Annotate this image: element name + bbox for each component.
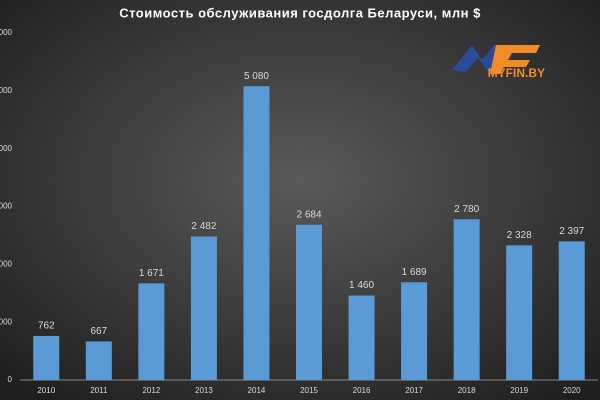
bar — [85, 341, 112, 380]
value-label: 1 460 — [349, 280, 374, 291]
x-tick-label: 2012 — [142, 386, 160, 395]
y-tick-label: 0 — [8, 375, 13, 384]
y-tick-label: 2 000 — [0, 259, 13, 268]
x-tick-label: 2010 — [37, 386, 55, 395]
y-tick-label: 6 000 — [0, 28, 13, 37]
bar — [33, 335, 60, 380]
value-label: 1 671 — [139, 268, 164, 279]
x-tick-label: 2014 — [248, 386, 266, 395]
logo-mark — [452, 45, 508, 72]
logo: MYFIN.BY — [452, 45, 545, 80]
value-label: 667 — [90, 326, 107, 337]
bar — [453, 219, 480, 380]
x-tick-label: 2019 — [510, 386, 528, 395]
bar — [348, 295, 375, 380]
value-label: 5 080 — [244, 71, 269, 82]
value-label: 1 689 — [402, 267, 427, 278]
value-label: 2 328 — [507, 230, 532, 241]
x-tick-label: 2013 — [195, 386, 213, 395]
x-tick-label: 2011 — [90, 386, 108, 395]
value-label: 2 780 — [454, 204, 479, 215]
bar — [296, 224, 322, 380]
value-label: 2 684 — [296, 209, 321, 220]
x-tick-label: 2018 — [458, 386, 476, 395]
value-label: 2 482 — [191, 221, 216, 232]
bar — [506, 245, 533, 380]
logo-text: MYFIN.BY — [488, 66, 545, 80]
y-tick-label: 1 000 — [0, 317, 13, 326]
y-tick-label: 4 000 — [0, 144, 13, 153]
y-tick-label: 5 000 — [0, 86, 13, 95]
x-tick-label: 2016 — [353, 386, 371, 395]
bar — [401, 282, 428, 380]
logo-mark — [490, 45, 540, 74]
bar — [190, 236, 217, 380]
value-label: 762 — [38, 321, 55, 332]
x-tick-label: 2015 — [300, 386, 318, 395]
bar — [138, 283, 165, 380]
x-tick-label: 2017 — [405, 386, 423, 395]
x-tick-label: 2020 — [563, 386, 581, 395]
bar — [243, 86, 270, 380]
y-tick-label: 3 000 — [0, 202, 13, 211]
chart-title: Стоимость обслуживания госдолга Беларуси… — [119, 5, 481, 20]
bar — [558, 241, 585, 380]
value-label: 2 397 — [559, 226, 584, 237]
